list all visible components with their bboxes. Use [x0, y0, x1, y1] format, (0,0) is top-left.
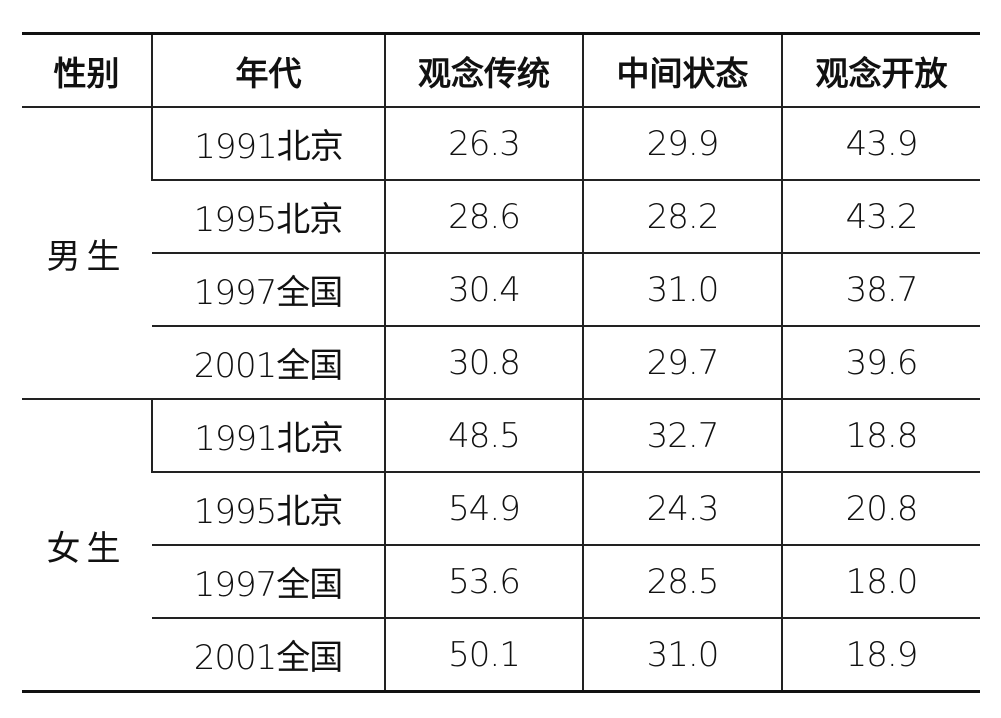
table-row: 1997全国 30.4 31.0 38.7 — [22, 252, 980, 326]
table-row: 男生 1991北京 26.3 29.9 43.9 — [22, 106, 980, 399]
header-cell: 中间状态 — [582, 32, 782, 108]
value-cell: 31.0 — [582, 617, 782, 693]
table-header: 性别 年代 观念传统 中间状态 观念开放 — [22, 32, 980, 108]
value-cell: 29.9 — [582, 106, 782, 180]
year-cell: 1991北京 — [151, 398, 385, 472]
table-row: 1997全国 53.6 28.5 18.0 — [22, 544, 980, 618]
year-cell: 1997全国 — [152, 544, 385, 618]
header-cell: 性别 — [22, 32, 152, 108]
value-cell: 20.8 — [781, 471, 980, 545]
table-row: 1995北京 54.9 24.3 20.8 — [22, 471, 980, 545]
header-row: 性别 年代 观念传统 中间状态 观念开放 — [22, 32, 980, 108]
gender-cell: 女生 — [22, 398, 152, 693]
year-cell: 1991北京 — [151, 106, 385, 180]
value-cell: 18.0 — [781, 544, 980, 618]
table-row: 1995北京 28.6 28.2 43.2 — [22, 179, 980, 253]
year-cell: 1995北京 — [152, 179, 385, 253]
value-cell: 24.3 — [582, 471, 782, 545]
header-cell: 观念开放 — [781, 32, 980, 108]
value-cell: 43.9 — [781, 106, 980, 180]
value-cell: 29.7 — [582, 325, 782, 399]
data-table: 性别 年代 观念传统 中间状态 观念开放 男生 1991北京 26.3 29.9 43.9 199… — [22, 32, 980, 693]
value-cell: 30.4 — [384, 252, 583, 326]
value-cell: 38.7 — [781, 252, 980, 326]
value-cell: 28.6 — [384, 179, 583, 253]
value-cell: 18.9 — [781, 617, 980, 693]
header-cell: 年代 — [151, 32, 385, 108]
value-cell: 28.5 — [582, 544, 782, 618]
value-cell: 28.2 — [582, 179, 782, 253]
year-cell: 2001全国 — [152, 617, 385, 693]
table-row: 2001全国 50.1 31.0 18.9 — [22, 617, 980, 693]
value-cell: 31.0 — [582, 252, 782, 326]
value-cell: 26.3 — [384, 106, 583, 180]
gender-cell: 男生 — [22, 106, 152, 399]
value-cell: 30.8 — [384, 325, 583, 399]
year-cell: 2001全国 — [152, 325, 385, 399]
table-row: 女生 1991北京 48.5 32.7 18.8 — [22, 398, 980, 693]
value-cell: 50.1 — [384, 617, 583, 693]
value-cell: 54.9 — [384, 471, 583, 545]
value-cell: 53.6 — [384, 544, 583, 618]
value-cell: 18.8 — [781, 398, 980, 472]
table-row: 2001全国 30.8 29.7 39.6 — [22, 325, 980, 399]
value-cell: 32.7 — [582, 398, 782, 472]
value-cell: 43.2 — [781, 179, 980, 253]
table-body: 男生 1991北京 26.3 29.9 43.9 1995北京 28.6 28.2 43.2 19… — [22, 106, 980, 693]
header-cell: 观念传统 — [384, 32, 583, 108]
year-cell: 1995北京 — [152, 471, 385, 545]
value-cell: 48.5 — [384, 398, 583, 472]
year-cell: 1997全国 — [152, 252, 385, 326]
value-cell: 39.6 — [781, 325, 980, 399]
